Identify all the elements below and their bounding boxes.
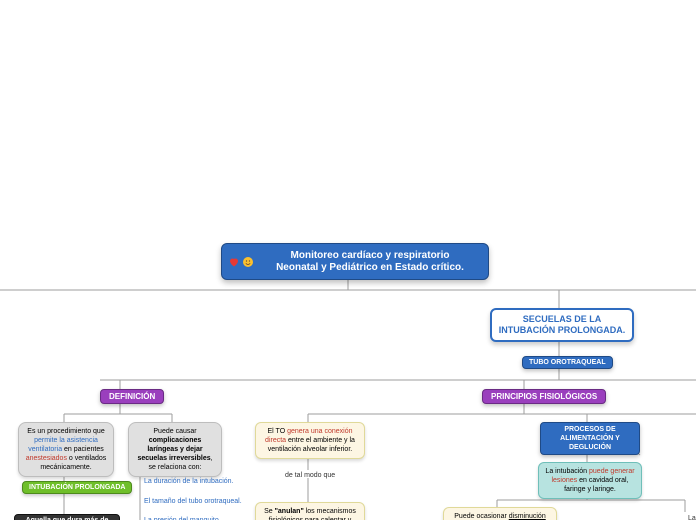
procesos-label: PROCESOS DE ALIMENTACIÓN Y DEGLUCIÓN — [560, 426, 620, 451]
teal1-pre: La intubación — [545, 468, 589, 475]
root-line1: Monitoreo cardíaco y respiratorio — [291, 250, 450, 261]
complicaciones-node[interactable]: Puede causar complicaciones laríngeas y … — [128, 422, 222, 477]
item1: La duración de la intubación. — [144, 478, 234, 485]
principios-node[interactable]: PRINCIPIOS FISIOLÓGICOS — [482, 389, 606, 404]
list-item: La presión del manguito — [144, 516, 219, 520]
secuelas-label: SECUELAS DE LA INTUBACIÓN PROLONGADA. — [498, 314, 626, 336]
gray2-bold: complicaciones laríngeas y dejar secuela… — [137, 437, 210, 462]
root-icons — [228, 256, 254, 268]
heart-icon — [228, 256, 240, 268]
secuelas-node[interactable]: SECUELAS DE LA INTUBACIÓN PROLONGADA. — [490, 308, 634, 342]
face-icon — [242, 256, 254, 268]
intubacion-prolongada-node[interactable]: INTUBACIÓN PROLONGADA — [22, 481, 132, 494]
list-item: La duración de la intubación. — [144, 477, 234, 486]
definicion-node[interactable]: DEFINICIÓN — [100, 389, 164, 404]
cream2-pre: Se — [264, 508, 275, 515]
tubo-node[interactable]: TUBO OROTRAQUEAL — [522, 356, 613, 369]
cream3-pre: Puede ocasionar — [454, 513, 508, 520]
tubo-label: TUBO OROTRAQUEAL — [529, 359, 606, 366]
item2: El tamaño del tubo orotraqueal. — [144, 498, 242, 505]
partial-right: La — [688, 515, 696, 520]
gray1-mid: en pacientes — [62, 446, 104, 453]
definicion-desc-node[interactable]: Es un procedimiento que permite la asist… — [18, 422, 114, 477]
root-line2: Neonatal y Pediátrico en Estado crítico. — [276, 262, 464, 273]
green-label: INTUBACIÓN PROLONGADA — [29, 484, 125, 491]
lesiones-node[interactable]: La intubación puede generar lesiones en … — [538, 462, 642, 499]
middle-text: de tal modo que — [285, 472, 335, 479]
partial-right-text: La — [688, 514, 696, 520]
root-title: Monitoreo cardíaco y respiratorio Neonat… — [258, 250, 482, 274]
definicion-label: DEFINICIÓN — [109, 392, 155, 401]
duracion-node[interactable]: Aquella que dura más de 48 h — [14, 514, 120, 520]
principios-label: PRINCIPIOS FISIOLÓGICOS — [491, 392, 597, 401]
cream1-pre: El TO — [268, 428, 288, 435]
anulan-node[interactable]: Se "anulan" los mecanismos fisiológicos … — [255, 502, 365, 520]
to-conexion-node[interactable]: El TO genera una conexión directa entre … — [255, 422, 365, 459]
procesos-node[interactable]: PROCESOS DE ALIMENTACIÓN Y DEGLUCIÓN — [540, 422, 640, 455]
root-node[interactable]: Monitoreo cardíaco y respiratorio Neonat… — [221, 243, 489, 280]
disminucion-node[interactable]: Puede ocasionar disminución de la — [443, 507, 557, 520]
connector-text: de tal modo que — [285, 471, 335, 480]
cream2-bold: "anulan" — [275, 508, 304, 515]
list-item: El tamaño del tubo orotraqueal. — [144, 497, 242, 506]
gray2-pre: Puede causar — [153, 428, 196, 435]
gray1-pre: Es un procedimiento que — [27, 428, 104, 435]
gray1-red: anestesiados — [26, 455, 67, 462]
